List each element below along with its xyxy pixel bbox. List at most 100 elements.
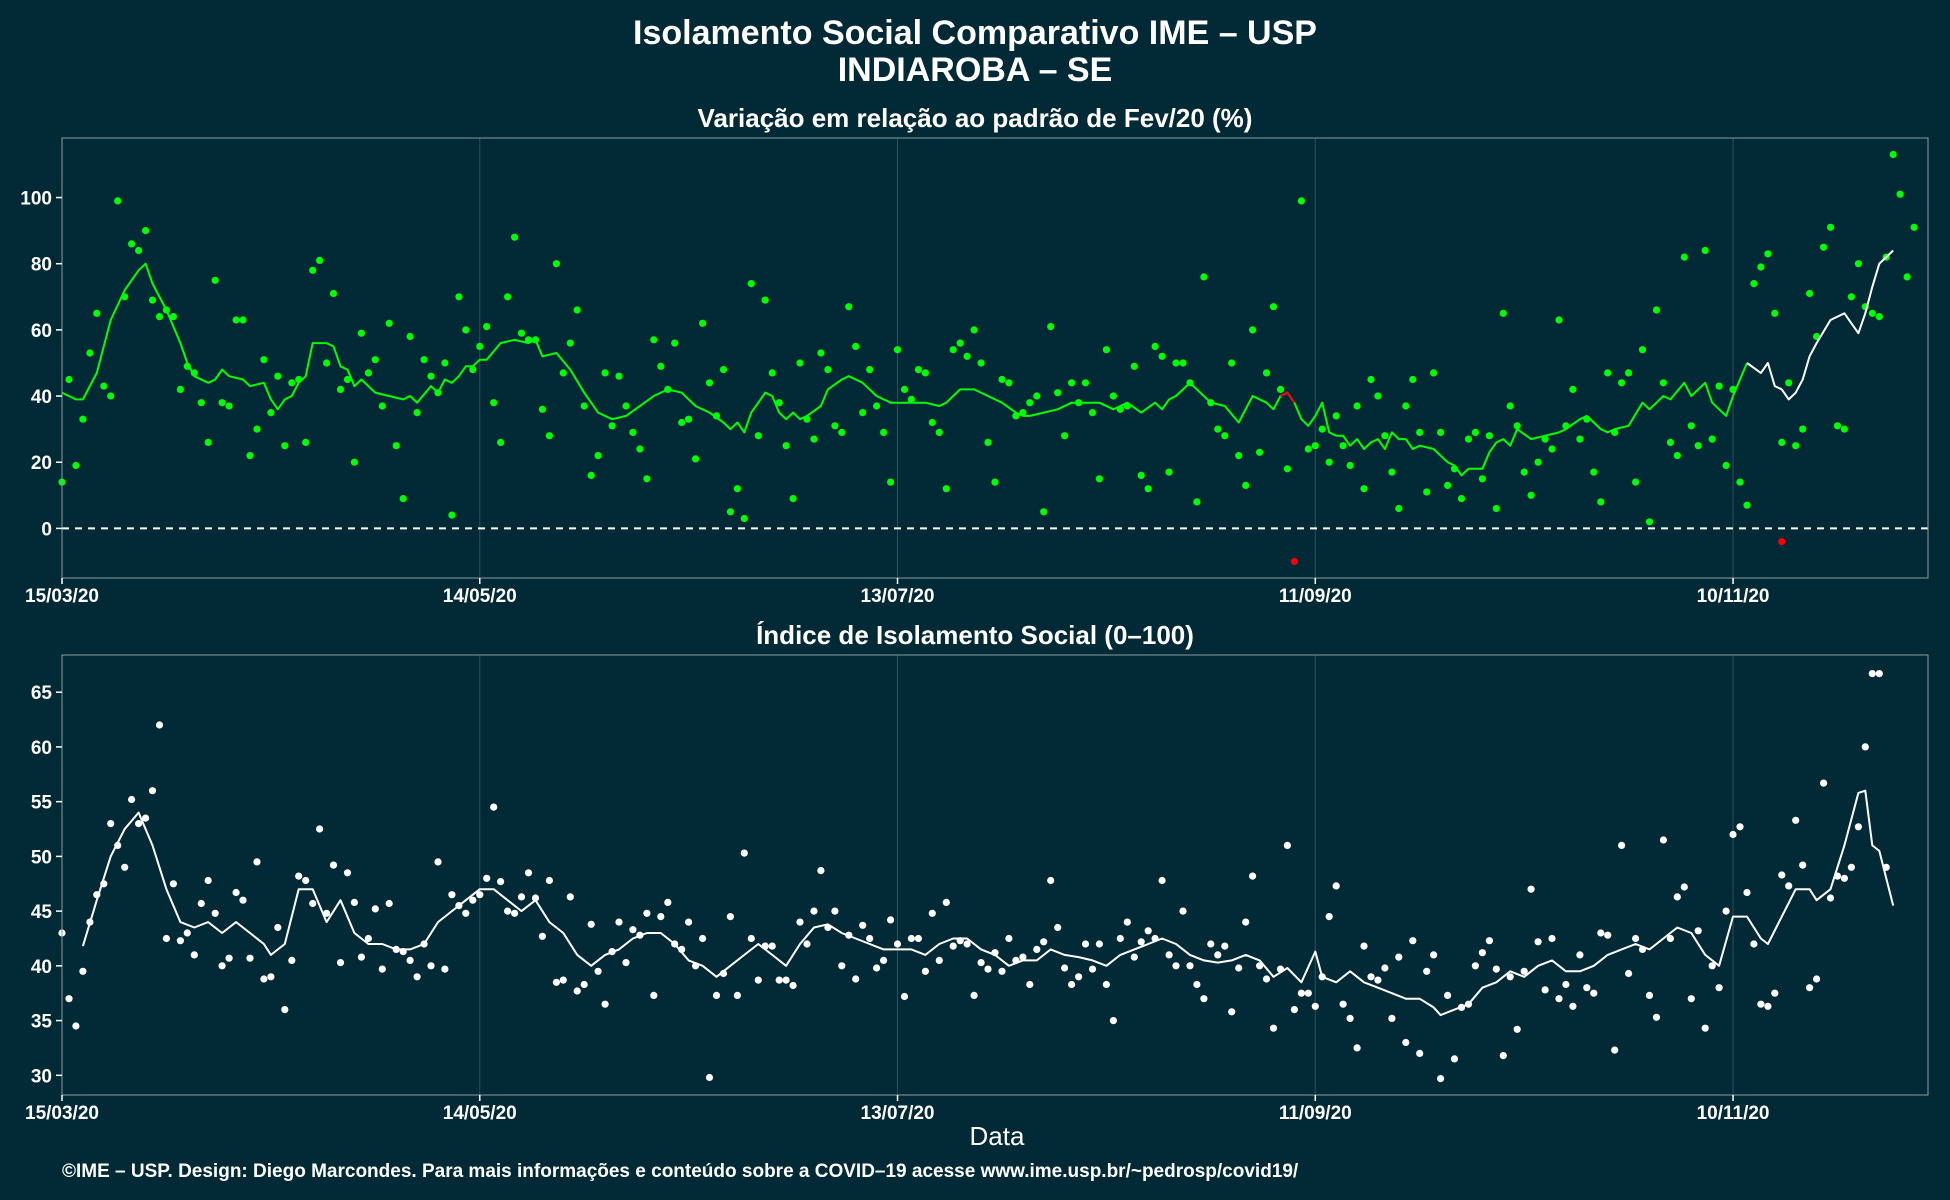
negative-point	[1290, 557, 1298, 566]
variation-point	[1200, 273, 1208, 281]
variation-point	[810, 435, 818, 443]
variation-point	[1214, 425, 1222, 433]
x-tick-label: 13/07/20	[861, 1103, 935, 1124]
variation-point	[1221, 432, 1229, 440]
variation-point	[288, 379, 296, 387]
variation-point	[1771, 309, 1779, 317]
y-tick-label: 40	[31, 387, 52, 408]
index-point	[615, 918, 623, 926]
variation-point	[225, 402, 233, 410]
index-point	[288, 956, 296, 965]
variation-point	[1520, 468, 1528, 476]
y-tick-label: 100	[20, 189, 52, 210]
index-point	[274, 923, 282, 932]
index-point	[893, 940, 902, 948]
footer-credit: ©IME – USP. Design: Diego Marcondes. Par…	[62, 1161, 1299, 1182]
index-point	[1736, 823, 1744, 831]
index-point	[1840, 874, 1848, 882]
index-point	[587, 920, 595, 928]
index-point	[998, 967, 1006, 975]
index-point	[887, 916, 895, 924]
index-point	[1047, 876, 1055, 885]
variation-point	[1430, 369, 1438, 377]
index-point	[1381, 964, 1389, 972]
variation-point	[1645, 518, 1654, 526]
variation-point	[1625, 369, 1633, 377]
x-tick-label: 11/09/20	[1279, 1103, 1352, 1124]
variation-point	[1165, 468, 1173, 476]
variation-point	[1743, 501, 1751, 509]
variation-point	[1416, 428, 1424, 436]
variation-point	[1708, 435, 1716, 443]
variation-point	[1590, 468, 1598, 476]
variation-point	[970, 326, 978, 334]
index-point	[538, 932, 547, 940]
variation-point	[1242, 481, 1250, 489]
variation-point	[1736, 478, 1744, 486]
variation-point	[768, 369, 776, 377]
y-tick-label: 80	[31, 255, 52, 276]
variation-point	[1652, 306, 1661, 314]
index-point	[1645, 991, 1654, 1000]
variation-point	[1499, 309, 1507, 317]
index-point	[1861, 743, 1869, 751]
index-point	[726, 913, 735, 921]
index-point	[831, 907, 839, 915]
index-point	[838, 962, 846, 970]
index-point	[142, 814, 150, 822]
index-point	[65, 995, 73, 1003]
variation-point	[685, 415, 693, 423]
variation-point	[754, 432, 762, 440]
index-point	[1569, 1002, 1577, 1010]
variation-point	[239, 316, 247, 324]
variation-point	[761, 296, 769, 304]
index-point	[1214, 951, 1222, 959]
variation-point	[789, 495, 797, 503]
variation-point	[1701, 246, 1709, 255]
variation-point	[364, 369, 372, 377]
variation-point	[1276, 385, 1285, 393]
index-point	[963, 940, 971, 948]
index-point	[1506, 973, 1514, 981]
variation-point	[490, 399, 498, 407]
variation-point	[629, 428, 637, 436]
variation-point	[1235, 452, 1243, 460]
index-point	[155, 721, 164, 729]
variation-point	[1889, 150, 1897, 159]
index-point	[1673, 893, 1681, 901]
variation-point	[1158, 352, 1166, 360]
variation-point	[427, 372, 435, 380]
variation-point	[671, 339, 679, 347]
variation-point	[1680, 253, 1688, 261]
variation-point	[1555, 316, 1563, 324]
index-point	[1729, 830, 1737, 839]
index-point	[747, 934, 755, 943]
index-point	[949, 942, 957, 950]
index-point	[601, 1000, 609, 1008]
index-point	[1450, 1055, 1459, 1063]
index-point	[1576, 951, 1584, 959]
variation-point	[1269, 303, 1278, 311]
index-point	[1659, 836, 1667, 844]
index-point	[1618, 841, 1626, 850]
variation-point	[552, 260, 561, 268]
index-point	[281, 1006, 289, 1014]
index-point	[225, 954, 233, 962]
variation-point	[1179, 359, 1187, 367]
variation-point	[1826, 223, 1835, 231]
index-point	[873, 964, 881, 972]
y-tick-label: 0	[41, 519, 52, 540]
variation-point	[1172, 359, 1180, 367]
variation-point	[483, 323, 491, 331]
variation-point	[1847, 293, 1855, 301]
variation-point	[302, 438, 310, 446]
index-point	[1186, 962, 1194, 970]
index-point	[121, 863, 129, 871]
variation-point	[385, 319, 393, 327]
variation-chart: 0 20 40 60 80 100 15/03/20 14/05/20 13/07/20 11/0…	[20, 137, 1929, 607]
variation-point	[65, 375, 73, 384]
y-tick-label: 60	[31, 321, 52, 342]
variation-point	[1799, 425, 1807, 433]
variation-point	[441, 359, 449, 367]
index-point	[1332, 882, 1340, 890]
